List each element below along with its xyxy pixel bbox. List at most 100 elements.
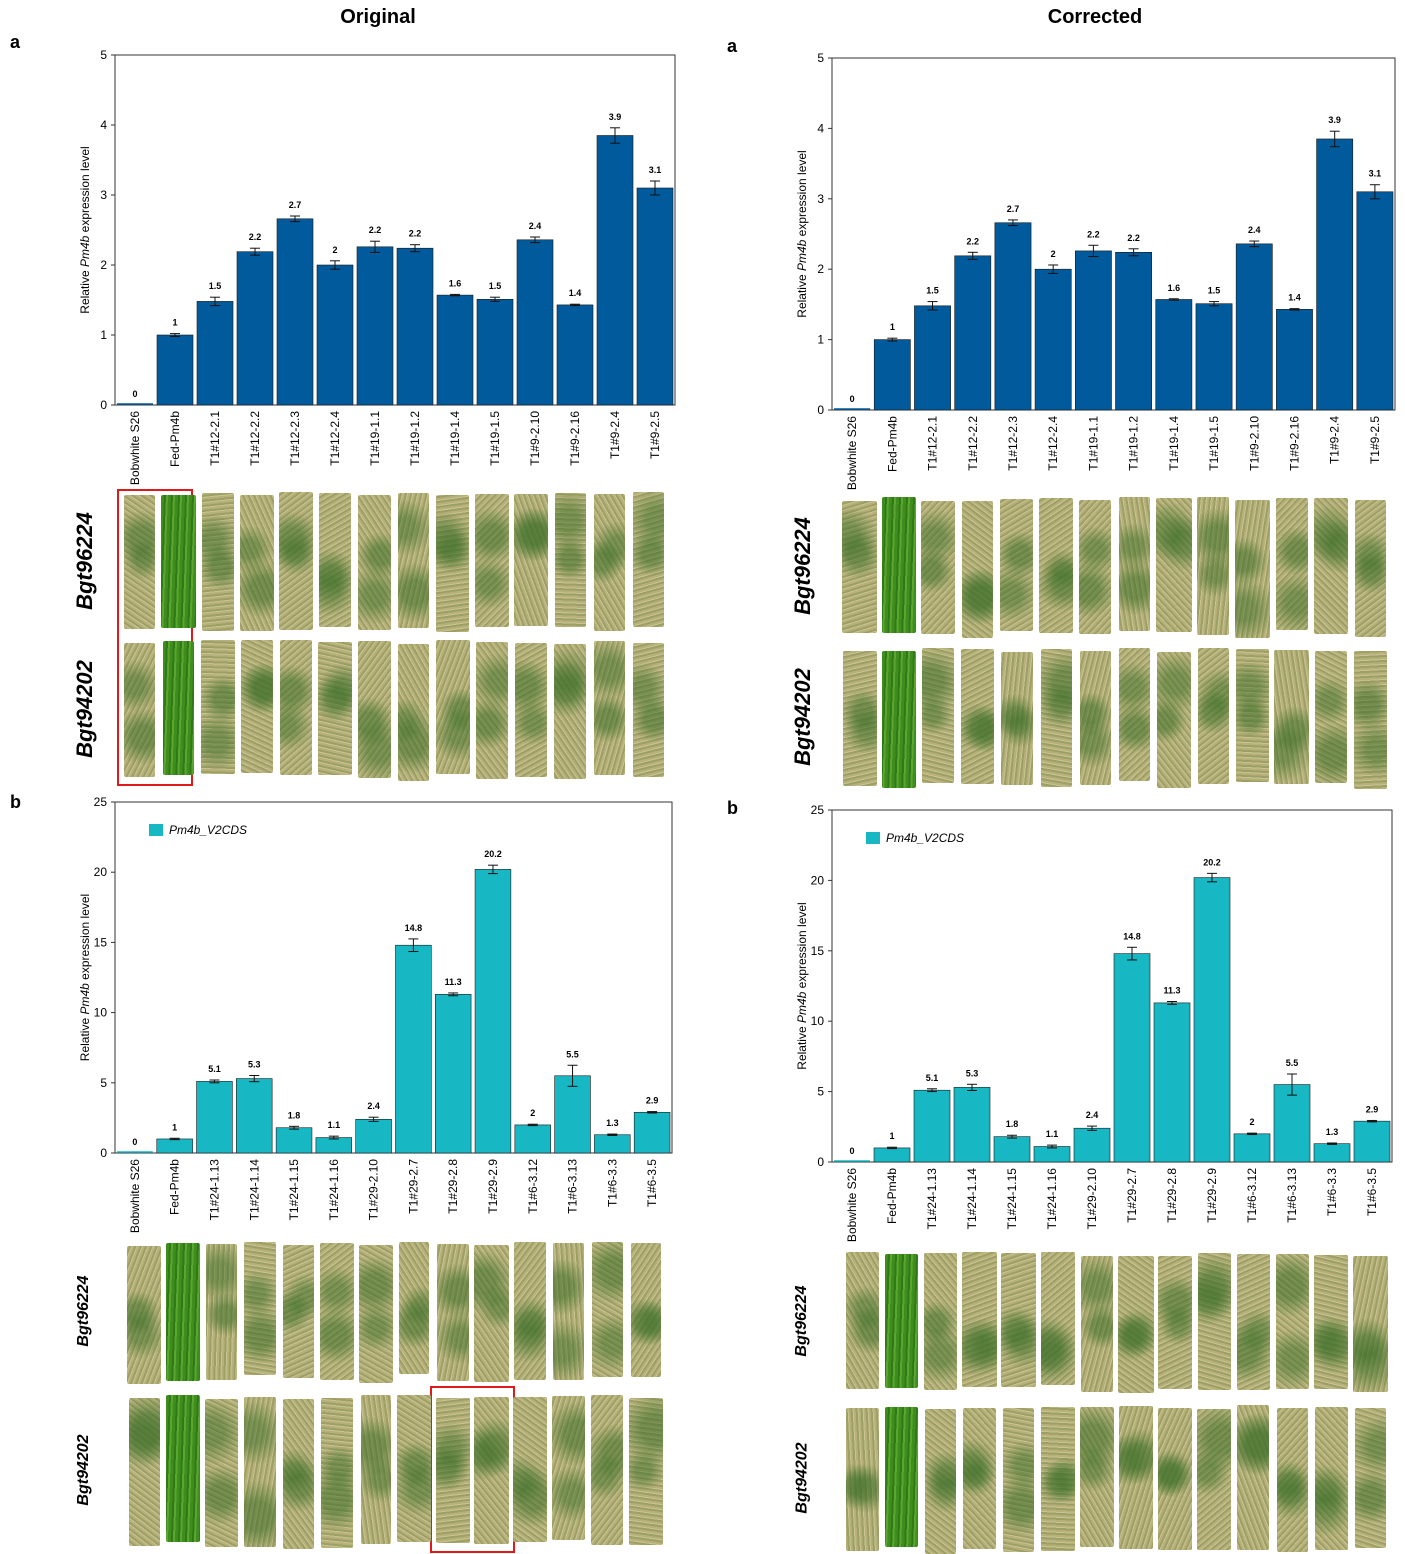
leaf-image bbox=[437, 1244, 469, 1381]
leaf-image bbox=[127, 1245, 162, 1384]
bar bbox=[276, 218, 314, 406]
plot-frame bbox=[831, 57, 1396, 411]
bar bbox=[1193, 877, 1231, 1163]
leaf-image bbox=[1276, 1408, 1308, 1552]
x-tick-label: T1#12-2.1 bbox=[926, 416, 940, 471]
y-tick-label: 0 bbox=[100, 398, 107, 412]
bar bbox=[514, 1124, 551, 1154]
bar bbox=[1113, 953, 1151, 1163]
x-tick-label: T1#12-2.4 bbox=[1046, 416, 1060, 471]
leaf-image bbox=[845, 1408, 880, 1552]
panel-letter-b-corrected: b bbox=[727, 798, 738, 818]
leaf-image bbox=[320, 1242, 354, 1380]
y-tick-label: 0 bbox=[817, 403, 824, 417]
bar bbox=[554, 1075, 591, 1154]
y-tick-label: 25 bbox=[94, 795, 108, 809]
x-tick-label: T1#24-1.16 bbox=[1045, 1168, 1059, 1230]
x-tick-label: T1#24-1.13 bbox=[925, 1168, 939, 1230]
x-tick-label: T1#29-2.7 bbox=[406, 1159, 420, 1214]
bar bbox=[316, 264, 354, 406]
y-tick-label: 4 bbox=[817, 121, 824, 135]
x-tick-label: T1#9-2.4 bbox=[608, 411, 622, 459]
data-label: 20.2 bbox=[484, 849, 502, 859]
x-tick-label: T1#19-1.1 bbox=[368, 411, 382, 466]
data-label: 2.9 bbox=[646, 1096, 659, 1106]
leaf-image bbox=[632, 642, 665, 777]
data-label: 1.5 bbox=[1208, 286, 1221, 296]
data-label: 20.2 bbox=[1203, 857, 1221, 867]
leaf-image bbox=[1314, 498, 1348, 635]
leaf-image bbox=[1353, 1255, 1388, 1392]
pathogen-isolate-label: Bgt94202 bbox=[72, 660, 97, 758]
data-label: 5.1 bbox=[208, 1064, 221, 1074]
y-tick-label: 20 bbox=[94, 865, 108, 879]
leaf-image bbox=[397, 643, 430, 782]
data-label: 3.9 bbox=[609, 112, 622, 122]
data-label: 1 bbox=[172, 1122, 177, 1132]
leaf-image bbox=[360, 1395, 391, 1544]
y-tick-label: 5 bbox=[100, 48, 107, 62]
data-label: 0 bbox=[849, 1146, 854, 1156]
bar bbox=[396, 247, 434, 406]
x-tick-label: T1#6-3.5 bbox=[1365, 1168, 1379, 1216]
y-tick-label: 10 bbox=[811, 1014, 825, 1028]
leaf-image bbox=[435, 1398, 470, 1543]
leaf-image bbox=[206, 1244, 237, 1380]
leaf-image bbox=[1041, 1406, 1075, 1552]
data-label: 2.7 bbox=[289, 200, 302, 210]
leaf-image bbox=[842, 651, 877, 787]
x-tick-label: Bobwhite S26 bbox=[128, 411, 142, 485]
panel-letter-a-original: a bbox=[10, 32, 21, 52]
bar bbox=[434, 994, 472, 1154]
data-label: 2.4 bbox=[367, 1101, 380, 1111]
bar bbox=[236, 1078, 273, 1154]
leaf-image bbox=[554, 643, 586, 779]
bar bbox=[1074, 250, 1112, 411]
leaf-image bbox=[283, 1245, 315, 1379]
leaf-image bbox=[632, 492, 665, 627]
leaf-image bbox=[357, 494, 392, 631]
bar bbox=[1276, 309, 1313, 411]
leaf-image bbox=[1003, 1408, 1035, 1552]
bar bbox=[355, 1119, 392, 1154]
data-label: 1.1 bbox=[1046, 1129, 1059, 1139]
pathogen-isolate-label: Bgt94202 bbox=[75, 1434, 92, 1506]
bar bbox=[1153, 1002, 1191, 1163]
bar bbox=[594, 1134, 631, 1154]
leaf-image bbox=[552, 1243, 585, 1381]
x-tick-label: T1#19-1.5 bbox=[1207, 416, 1221, 471]
leaf-image bbox=[358, 641, 391, 779]
data-label: 5.3 bbox=[966, 1068, 979, 1078]
leaf-image bbox=[1355, 1407, 1386, 1548]
x-tick-label: T1#24-1.14 bbox=[965, 1168, 979, 1230]
x-tick-label: T1#9-2.16 bbox=[568, 411, 582, 466]
leaf-image bbox=[1275, 1253, 1309, 1389]
bar bbox=[1195, 303, 1233, 411]
leaf-image bbox=[922, 648, 955, 784]
column-title-original: Original bbox=[340, 6, 416, 28]
leaf-image bbox=[1315, 650, 1348, 784]
x-tick-label: T1#24-1.16 bbox=[327, 1159, 341, 1221]
leaf-image bbox=[202, 493, 234, 632]
data-label: 2 bbox=[1051, 249, 1056, 259]
leaf-image bbox=[923, 1253, 958, 1390]
leaf-image bbox=[1314, 1255, 1349, 1390]
leaf-image bbox=[476, 642, 508, 779]
y-tick-label: 5 bbox=[100, 1076, 107, 1090]
data-label: 1.8 bbox=[1006, 1119, 1019, 1129]
leaf-image bbox=[628, 1397, 663, 1546]
leaf-image bbox=[240, 640, 274, 773]
data-label: 2.4 bbox=[1086, 1110, 1099, 1120]
leaf-image bbox=[1237, 1405, 1270, 1550]
leaf-image bbox=[1234, 499, 1271, 638]
leaf-image bbox=[1274, 650, 1310, 784]
x-tick-label: T1#9-2.4 bbox=[1328, 416, 1342, 464]
y-tick-label: 25 bbox=[811, 803, 825, 817]
x-tick-label: Bobwhite S26 bbox=[845, 1168, 859, 1242]
x-tick-label: T1#29-2.10 bbox=[367, 1159, 381, 1221]
y-tick-label: 0 bbox=[817, 1155, 824, 1169]
data-label: 14.8 bbox=[405, 923, 423, 933]
leaf-image bbox=[280, 640, 313, 775]
x-tick-label: T1#9-2.16 bbox=[1287, 416, 1301, 471]
leaf-image bbox=[591, 1395, 624, 1545]
